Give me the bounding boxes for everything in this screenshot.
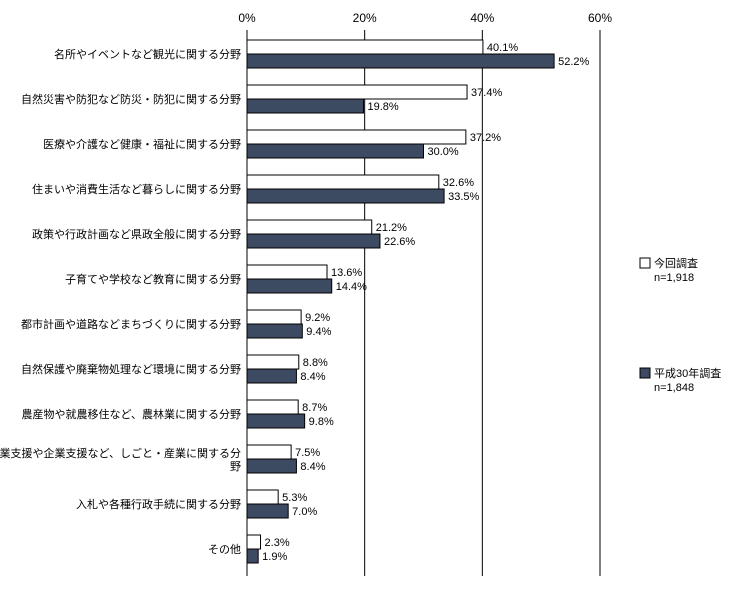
value-label-current: 37.2% <box>470 132 501 144</box>
legend-label-current: 今回調査 <box>654 256 698 270</box>
chart-container: 0% 20% 40% 60% 40.1% 52.2% 名所やイベントなど観光に関する分野 37… <box>0 0 740 591</box>
value-label-current: 9.2% <box>305 312 330 324</box>
category-label: 農産物や就農移住など、農林業に関する分野 <box>22 407 241 421</box>
category-label: 就業支援や企業支援など、しごと・産業に関する分 <box>0 446 241 460</box>
bar-current <box>247 535 261 549</box>
bar-h30 <box>247 279 332 293</box>
value-label-current: 37.4% <box>471 87 502 99</box>
bar-h30 <box>247 99 363 113</box>
category-label: 野 <box>230 460 241 473</box>
category-label: 住まいや消費生活など暮らしに関する分野 <box>32 182 241 196</box>
bar-current <box>247 265 327 279</box>
bar-current <box>247 40 483 54</box>
bar-current <box>247 310 301 324</box>
value-label-h30: 8.4% <box>300 461 325 473</box>
legend-label-h30: 平成30年調査 <box>654 366 721 380</box>
chart-svg: 0% 20% 40% 60% 40.1% 52.2% 名所やイベントなど観光に関する分野 37… <box>0 0 740 591</box>
legend-sub-h30: n=1,848 <box>654 382 694 394</box>
value-label-h30: 19.8% <box>367 101 398 113</box>
category-label: その他 <box>208 543 241 556</box>
x-tick-label: 0% <box>238 11 256 25</box>
category-label: 自然保護や廃棄物処理など環境に関する分野 <box>21 362 241 376</box>
bar-current <box>247 85 467 99</box>
bar-current <box>247 400 298 414</box>
bar-h30 <box>247 324 302 338</box>
category-label: 名所やイベントなど観光に関する分野 <box>54 47 241 61</box>
x-tick-label: 40% <box>470 11 494 25</box>
bar-h30 <box>247 144 424 158</box>
value-label-h30: 9.4% <box>306 326 331 338</box>
x-tick-label: 60% <box>588 11 612 25</box>
value-label-h30: 22.6% <box>384 236 415 248</box>
legend-swatch-current <box>640 258 650 268</box>
value-label-h30: 9.8% <box>309 416 334 428</box>
category-label: 政策や行政計画など県政全般に関する分野 <box>32 227 241 241</box>
category-label: 入札や各種行政手続に関する分野 <box>76 497 241 511</box>
value-label-current: 8.7% <box>302 402 327 414</box>
value-label-h30: 33.5% <box>448 191 479 203</box>
bar-current <box>247 175 439 189</box>
value-label-h30: 8.4% <box>300 371 325 383</box>
bar-current <box>247 445 291 459</box>
bar-current <box>247 220 372 234</box>
value-label-h30: 52.2% <box>558 56 589 68</box>
bar-h30 <box>247 504 288 518</box>
bar-current <box>247 355 299 369</box>
value-label-current: 7.5% <box>295 447 320 459</box>
bar-h30 <box>247 414 305 428</box>
bar-current <box>247 130 466 144</box>
bar-h30 <box>247 459 296 473</box>
value-label-h30: 1.9% <box>262 551 287 563</box>
category-label: 医療や介護など健康・福祉に関する分野 <box>43 137 241 151</box>
value-label-current: 8.8% <box>303 357 328 369</box>
bar-h30 <box>247 234 380 248</box>
value-label-current: 40.1% <box>487 42 518 54</box>
category-label: 都市計画や道路などまちづくりに関する分野 <box>21 317 241 331</box>
bar-h30 <box>247 549 258 563</box>
value-label-h30: 14.4% <box>336 281 367 293</box>
legend-sub-current: n=1,918 <box>654 272 694 284</box>
category-label: 子育てや学校など教育に関する分野 <box>65 272 241 286</box>
bar-current <box>247 490 278 504</box>
value-label-h30: 30.0% <box>428 146 459 158</box>
bar-h30 <box>247 189 444 203</box>
value-label-current: 13.6% <box>331 267 362 279</box>
value-label-current: 32.6% <box>443 177 474 189</box>
x-tick-label: 20% <box>353 11 377 25</box>
legend-swatch-h30 <box>640 368 650 378</box>
value-label-h30: 7.0% <box>292 506 317 518</box>
value-label-current: 2.3% <box>265 537 290 549</box>
bar-h30 <box>247 369 296 383</box>
bar-h30 <box>247 54 554 68</box>
category-label: 自然災害や防犯など防災・防犯に関する分野 <box>21 92 241 106</box>
value-label-current: 21.2% <box>376 222 407 234</box>
value-label-current: 5.3% <box>282 492 307 504</box>
